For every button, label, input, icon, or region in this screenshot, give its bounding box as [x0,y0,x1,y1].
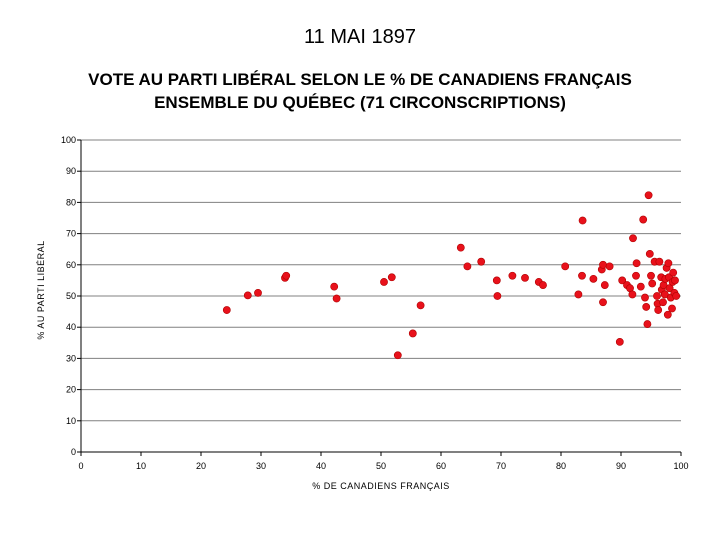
x-tick-label: 60 [436,461,446,471]
y-tick-label: 90 [66,166,76,176]
data-point [669,268,678,277]
data-point [521,274,529,282]
x-axis-label: % DE CANADIENS FRANÇAIS [312,481,450,491]
x-tick-label: 70 [496,461,506,471]
data-point [508,271,517,280]
data-point [599,298,607,307]
data-point [653,292,661,300]
data-point [664,259,673,268]
data-point [463,262,472,271]
data-point [671,276,679,285]
data-point [330,282,339,291]
y-axis-label: % AU PARTI LIBÉRAL [36,240,46,339]
x-tick-label: 80 [556,461,566,471]
data-point [628,290,637,299]
data-point [416,301,425,310]
data-point [600,281,609,289]
data-points [222,191,681,360]
data-point [332,294,341,303]
data-point [642,303,651,311]
y-tick-label: 10 [66,416,76,426]
y-tick-label: 80 [66,197,76,207]
data-point [615,337,624,346]
data-point [387,273,396,282]
y-tick-labels: 0 10 20 30 40 50 60 70 80 90 100 [61,135,76,457]
data-point [618,276,627,285]
data-point [636,282,645,291]
data-point [477,257,486,266]
x-tick-label: 30 [256,461,266,471]
x-tick-label: 100 [673,461,688,471]
data-point [645,249,654,258]
data-point [254,288,262,297]
chart-title-line-2: ENSEMBLE DU QUÉBEC (71 CIRCONSCRIPTIONS) [154,93,566,112]
x-tick-label: 40 [316,461,326,471]
data-point [647,271,655,280]
y-tick-label: 0 [71,447,76,457]
data-point [589,274,598,283]
data-point [665,284,674,293]
axes [77,139,682,456]
data-point [493,292,502,300]
data-point [672,292,681,300]
y-tick-label: 30 [66,353,76,363]
x-tick-label: 0 [78,461,83,471]
data-point [648,279,657,288]
data-point [643,320,652,328]
y-tick-label: 40 [66,322,76,332]
data-point [282,271,291,280]
x-tick-label: 20 [196,461,206,471]
chart-title-line-1: VOTE AU PARTI LIBÉRAL SELON LE % DE CANA… [88,70,632,89]
data-point [561,262,570,271]
data-point [668,304,676,313]
data-point [641,293,649,302]
y-tick-label: 20 [66,385,76,395]
x-tick-label: 10 [136,461,146,471]
data-point [408,329,417,338]
data-point [578,216,587,225]
data-point [393,351,402,360]
y-tick-label: 70 [66,229,76,239]
data-point [632,259,641,268]
data-point [578,271,586,280]
x-tick-label: 50 [376,461,386,471]
data-point [574,290,583,299]
x-tick-labels: 0 10 20 30 40 50 60 70 80 90 100 [78,461,688,471]
y-tick-label: 100 [61,135,76,145]
data-point [629,234,637,243]
chart-title: VOTE AU PARTI LIBÉRAL SELON LE % DE CANA… [0,68,720,114]
data-point [380,278,388,286]
x-tick-label: 90 [616,461,626,471]
chart-date: 11 MAI 1897 [304,26,416,48]
data-point [632,271,640,280]
data-point [644,191,653,200]
y-tick-label: 60 [66,260,76,270]
data-point [492,276,501,285]
data-point [222,306,231,314]
data-point [654,306,663,314]
data-point [663,310,672,319]
y-tick-label: 50 [66,291,76,301]
data-point [599,260,607,269]
data-point [655,257,664,266]
data-point [456,243,465,252]
data-point [605,262,614,271]
data-point [639,215,648,224]
data-point [659,298,667,307]
data-point [660,290,669,299]
data-point [539,281,547,289]
data-point [243,291,252,300]
